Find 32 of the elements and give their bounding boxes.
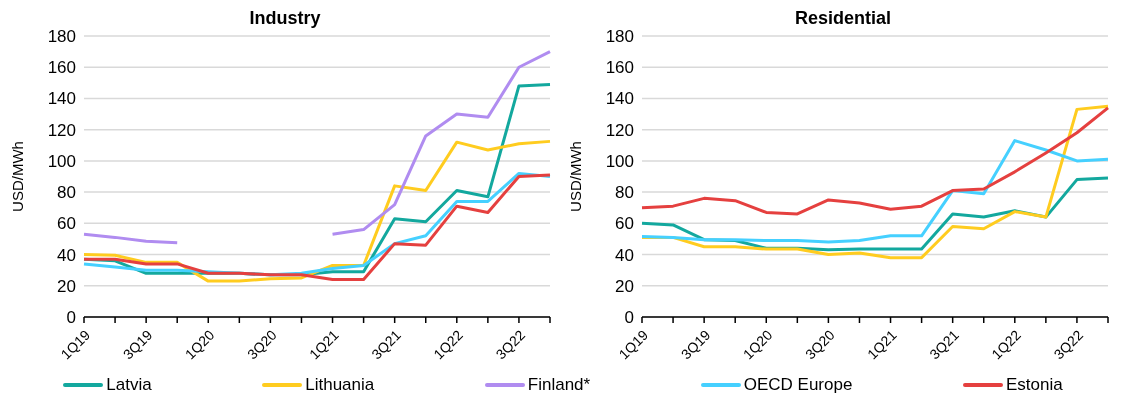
legend-label: Finland*	[527, 375, 591, 395]
chart-title: Residential	[794, 8, 892, 28]
y-tick-label: 140	[47, 89, 76, 109]
y-tick-label: 100	[47, 151, 76, 171]
y-tick-label: 40	[57, 245, 76, 265]
line-series	[640, 139, 1110, 244]
y-tick-label: 180	[605, 27, 634, 47]
y-tick-label: 0	[624, 308, 634, 328]
legend-label: OECD Europe	[743, 375, 853, 395]
y-tick-label: 0	[66, 308, 76, 328]
y-axis-title: USD/MWh	[9, 141, 27, 212]
y-axis-title: USD/MWh	[567, 141, 585, 212]
y-tick-label: 60	[615, 214, 634, 234]
line-series	[640, 106, 1110, 216]
y-tick-label: 40	[615, 245, 634, 265]
line-series	[640, 104, 1110, 260]
y-tick-label: 60	[57, 214, 76, 234]
legend-label: Latvia	[106, 375, 152, 395]
y-tick-label: 100	[605, 151, 634, 171]
legend-label: Estonia	[1005, 375, 1063, 395]
y-tick-label: 80	[57, 183, 76, 203]
y-tick-label: 80	[615, 183, 634, 203]
y-tick-label: 20	[57, 276, 76, 296]
y-tick-label: 20	[615, 276, 634, 296]
chart-title: Industry	[249, 8, 321, 28]
legend-label: Lithuania	[305, 375, 375, 395]
y-tick-label: 120	[605, 120, 634, 140]
y-tick-label: 160	[47, 58, 76, 78]
y-tick-label: 140	[605, 89, 634, 109]
y-tick-label: 120	[47, 120, 76, 140]
y-tick-label: 160	[605, 58, 634, 78]
y-tick-label: 180	[47, 27, 76, 47]
